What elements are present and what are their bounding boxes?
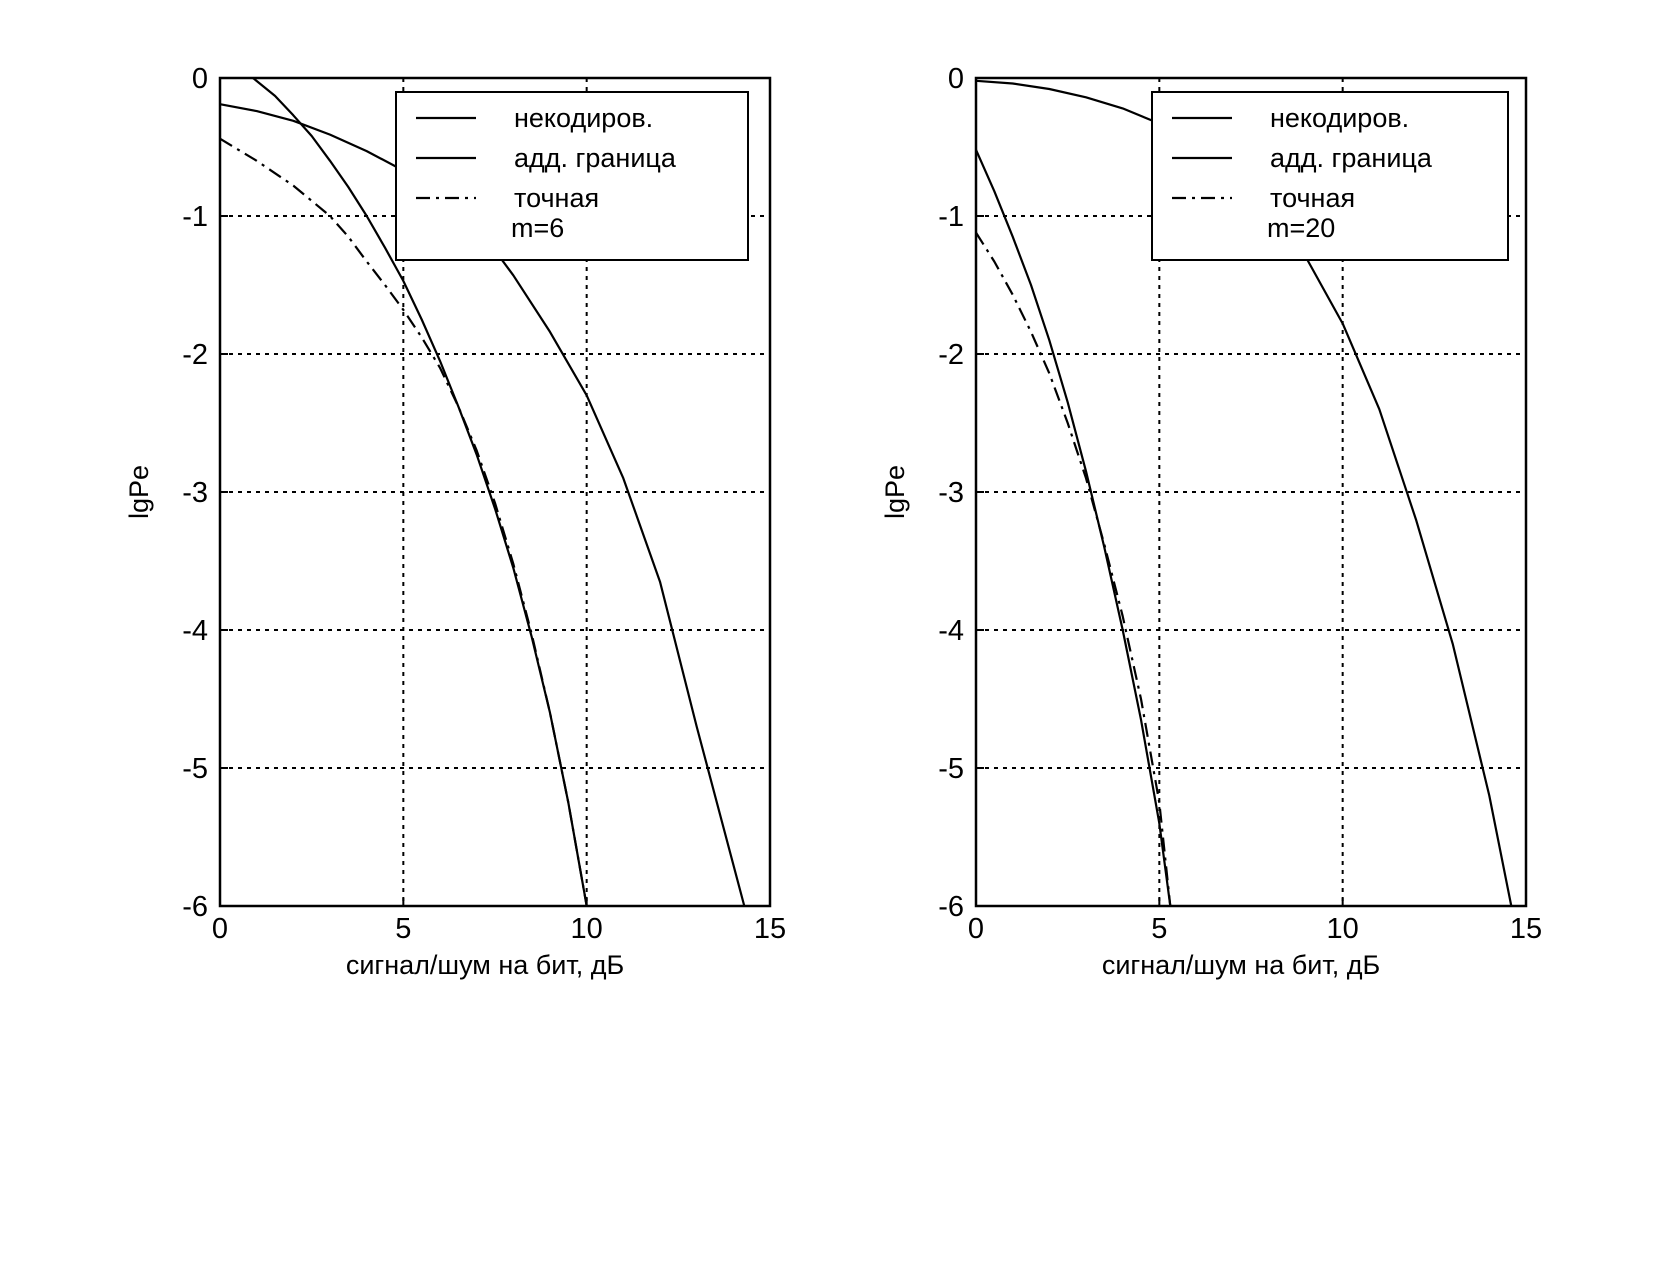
y-tick-label: -3	[938, 477, 964, 509]
legend-box	[395, 91, 749, 261]
y-tick-label: -5	[182, 753, 208, 785]
legend-note: m=6	[511, 213, 564, 243]
y-tick-label: -1	[182, 201, 208, 233]
y-tick-label: -4	[182, 615, 208, 647]
chart-panel-2: 0 5 10 15 0 -1 -2 -3 -4 -5 -6 сигнал/шум на бит, дБ…	[880, 63, 1542, 980]
legend-label: адд. граница	[1270, 143, 1433, 173]
x-tick-label: 5	[1151, 913, 1167, 945]
series-line-3	[975, 232, 1172, 907]
y-tick-label: 0	[948, 63, 964, 95]
x-tick-label: 5	[395, 913, 411, 945]
y-tick-label: 0	[192, 63, 208, 95]
series-line-2	[252, 77, 588, 907]
y-tick-label: -3	[182, 477, 208, 509]
legend-box	[1151, 91, 1509, 261]
y-tick-label: -2	[938, 339, 964, 371]
legend-label: некодиров.	[514, 103, 653, 133]
y-tick-label: -6	[182, 891, 208, 923]
series-line-3	[219, 137, 588, 907]
chart-panel-1: 0 5 10 15 0 -1 -2 -3 -4 -5 -6 сигнал/шум на бит, дБ…	[124, 63, 786, 980]
y-tick-label: -4	[938, 615, 964, 647]
legend-label: точная	[514, 183, 599, 213]
x-tick-label: 10	[571, 913, 603, 945]
x-tick-label: 0	[968, 913, 984, 945]
x-tick-label: 10	[1327, 913, 1359, 945]
x-tick-label: 0	[212, 913, 228, 945]
legend-label: некодиров.	[1270, 103, 1409, 133]
x-axis-label: сигнал/шум на бит, дБ	[346, 950, 624, 980]
y-axis-label: lgPe	[124, 465, 154, 519]
y-tick-label: -5	[938, 753, 964, 785]
y-tick-label: -1	[938, 201, 964, 233]
y-axis-label: lgPe	[880, 465, 910, 519]
legend-note: m=20	[1267, 213, 1335, 243]
x-tick-label: 15	[1510, 913, 1542, 945]
series-line-2	[974, 149, 1172, 907]
y-tick-label: -6	[938, 891, 964, 923]
x-axis-label: сигнал/шум на бит, дБ	[1102, 950, 1380, 980]
legend-label: адд. граница	[514, 143, 677, 173]
legend-label: точная	[1270, 183, 1355, 213]
y-tick-label: -2	[182, 339, 208, 371]
x-tick-label: 15	[754, 913, 786, 945]
